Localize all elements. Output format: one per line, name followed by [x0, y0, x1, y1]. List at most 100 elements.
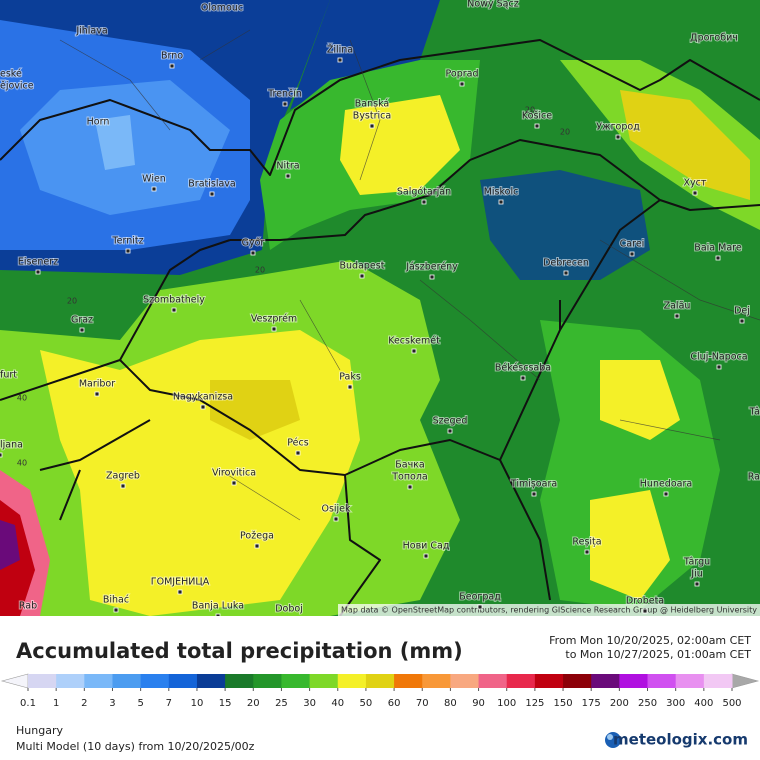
colorbar-label: 200 — [610, 698, 629, 709]
contour-label: 40 — [17, 394, 27, 403]
colorbar-box — [28, 674, 57, 688]
colorbar-label: 3 — [109, 698, 115, 709]
colorbar-label: 1 — [53, 698, 59, 709]
rain-area — [590, 490, 670, 600]
place-marker — [421, 199, 427, 205]
colorbar-box — [534, 674, 564, 688]
place-marker — [215, 613, 221, 616]
legend-title: Accumulated total precipitation (mm) — [16, 639, 463, 663]
place-label: Budapest — [340, 261, 385, 272]
place-marker — [169, 63, 175, 69]
colorbar-box — [281, 674, 311, 688]
place-marker — [520, 375, 526, 381]
place-label: Bystrica — [353, 111, 391, 122]
contour-label: 20 — [525, 106, 535, 115]
colorbar-box — [56, 674, 85, 688]
colorbar-label: 500 — [722, 698, 741, 709]
colorbar-box — [112, 674, 142, 688]
colorbar-box — [591, 674, 620, 688]
colorbar-box — [619, 674, 649, 688]
place-label: Бачка — [395, 460, 425, 471]
place-marker — [359, 273, 365, 279]
place-label: Osijek — [321, 504, 351, 515]
colorbar-box — [365, 674, 395, 688]
country-border — [119, 199, 661, 476]
place-label: Hunedoara — [640, 479, 692, 490]
place-label: ějovice — [0, 81, 34, 92]
colorbar-box — [394, 674, 423, 688]
place-label: eské — [0, 69, 22, 80]
place-label: Trenčín — [267, 89, 302, 100]
place-label: ГОМЈЕНИЦА — [151, 577, 210, 588]
colorbar-box — [563, 674, 592, 688]
place-label: Nagykanizsa — [173, 392, 233, 403]
place-marker — [407, 484, 413, 490]
rain-area — [0, 520, 20, 570]
place-marker — [120, 483, 126, 489]
contour-label: 20 — [67, 297, 77, 306]
place-marker — [498, 199, 504, 205]
colorbar-box — [253, 674, 282, 688]
place-marker — [531, 491, 537, 497]
place-label: ljana — [0, 440, 23, 451]
place-label: Salgótarján — [397, 187, 451, 198]
place-label: Poprad — [446, 69, 479, 80]
place-label: Târgu — [683, 557, 710, 568]
model-info: Multi Model (10 days) from 10/20/2025/00… — [16, 740, 255, 753]
place-marker — [231, 480, 237, 486]
rain-area — [620, 90, 750, 200]
place-label: Eisenerz — [18, 257, 58, 268]
colorbar-label: 20 — [247, 698, 260, 709]
place-marker — [94, 391, 100, 397]
colorbar-box — [337, 674, 367, 688]
place-marker — [429, 274, 435, 280]
country-border — [39, 300, 561, 616]
place-marker — [333, 516, 339, 522]
country-border — [230, 139, 760, 241]
colorbar-over — [731, 673, 760, 689]
place-label: Szeged — [433, 416, 468, 427]
place-marker — [563, 270, 569, 276]
place-label: Дрогобич — [690, 33, 738, 44]
country-border — [0, 239, 231, 401]
place-label: Maribor — [79, 379, 115, 390]
place-label: Pécs — [287, 438, 308, 449]
brand: meteologix.com — [613, 731, 748, 749]
place-marker — [337, 57, 343, 63]
place-marker — [282, 101, 288, 107]
colorbar-label: 2 — [81, 698, 87, 709]
colorbar-label: 5 — [137, 698, 143, 709]
place-marker — [347, 384, 353, 390]
colorbar-label: 10 — [191, 698, 204, 709]
place-label: Rab — [19, 601, 37, 612]
colorbar-label: 300 — [666, 698, 685, 709]
colorbar-box — [506, 674, 536, 688]
place-label: Horn — [87, 117, 110, 128]
colorbar-label: 125 — [525, 698, 544, 709]
place-label: Győr — [242, 238, 265, 249]
colorbar-label: 175 — [582, 698, 601, 709]
place-label: Топола — [391, 472, 428, 483]
period-to: to Mon 10/27/2025, 01:00am CET — [565, 648, 751, 661]
period-from: From Mon 10/20/2025, 02:00am CET — [549, 634, 751, 647]
place-marker — [642, 608, 648, 614]
country-border — [0, 39, 760, 176]
place-label: Požega — [240, 531, 274, 542]
place-marker — [254, 543, 260, 549]
place-label: Zalău — [664, 301, 691, 312]
colorbar-label: 7 — [166, 698, 172, 709]
place-marker — [663, 491, 669, 497]
rain-area — [95, 115, 135, 170]
colorbar-label: 90 — [472, 698, 485, 709]
place-label: Banja Luka — [192, 601, 244, 612]
colorbar-box — [450, 674, 480, 688]
place-label: Žilina — [327, 44, 353, 56]
place-label: Baia Mare — [694, 243, 742, 254]
colorbar-label: 30 — [303, 698, 316, 709]
place-label: Doboj — [275, 604, 303, 615]
colorbar-label: 0.1 — [20, 698, 36, 709]
contour-label: 20 — [560, 128, 570, 137]
place-label: Reșița — [572, 537, 601, 548]
colorbar-label: 70 — [416, 698, 429, 709]
contour-label: 40 — [17, 459, 27, 468]
